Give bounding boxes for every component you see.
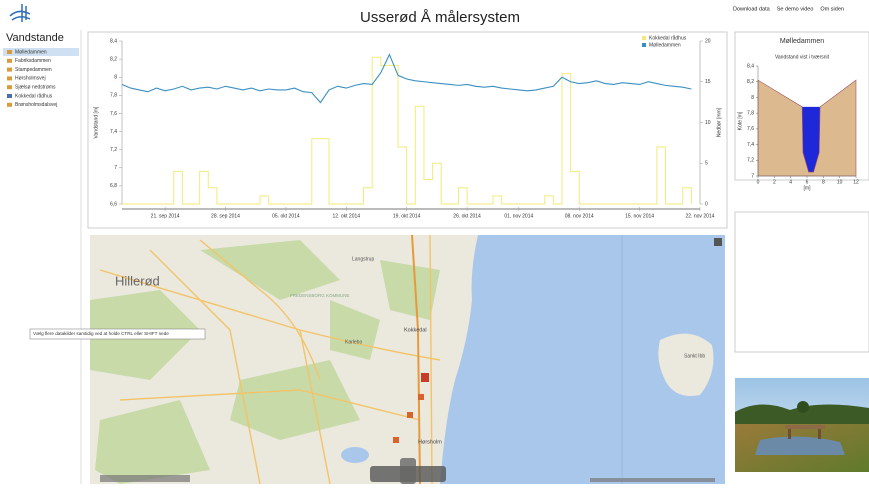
photo — [735, 378, 869, 472]
sidebar-item[interactable]: Kokkedal rådhus — [15, 92, 53, 99]
map-label: Karlebo — [345, 339, 362, 345]
y-tick-label: 7,2 — [110, 147, 117, 153]
header-link[interactable]: Se demo video — [777, 6, 814, 12]
map-label: Langstrup — [352, 256, 374, 262]
page: Usserød Å målersystem Download data Se de… — [0, 0, 869, 484]
item-icon — [7, 50, 12, 54]
screen: Usserød Å målersystem Download data Se de… — [0, 0, 869, 484]
x-tick-label: 26. okt 2014 — [453, 213, 481, 219]
app-title: Usserød Å målersystem — [360, 9, 520, 26]
y-tick-label: 7,6 — [110, 111, 117, 117]
item-icon — [7, 68, 12, 72]
y-tick-label: 8,4 — [110, 38, 117, 44]
y-tick-label: 8 — [114, 75, 117, 81]
y2-tick-label: 15 — [705, 79, 711, 85]
map-label: Hørsholm — [418, 439, 442, 445]
x-tick-label: 4 — [789, 179, 792, 185]
item-icon — [7, 94, 12, 98]
x-tick-label: 01. nov 2014 — [504, 213, 533, 219]
y-tick-label: 8 — [751, 95, 754, 101]
x-tick-label: 08. nov 2014 — [565, 213, 594, 219]
chart-panel — [88, 32, 727, 228]
sidebar-item[interactable]: Stampedammen — [15, 67, 52, 73]
sidebar-item[interactable]: Fabriksdammen — [15, 58, 51, 64]
y-tick-label: 7,8 — [110, 93, 117, 99]
item-icon — [7, 59, 12, 63]
x-tick-label: 05. okt 2014 — [272, 213, 300, 219]
x-tick-label: 15. nov 2014 — [625, 213, 654, 219]
y-tick-label: 8,2 — [110, 56, 117, 62]
item-icon — [7, 76, 12, 80]
sidebar-heading: Vandstande — [6, 32, 64, 44]
x-tick-label: 2 — [773, 179, 776, 185]
x-tick-label: 12. okt 2014 — [333, 213, 361, 219]
legend-swatch — [642, 43, 646, 47]
section-subtitle: Vandstand vist i tværsnit — [775, 54, 830, 60]
x-tick-label: 28. sep 2014 — [211, 213, 240, 219]
map[interactable] — [90, 235, 725, 484]
legend-swatch — [642, 36, 646, 40]
sidebar-item[interactable]: Mølledammen — [15, 49, 47, 55]
x-tick-label: 12 — [853, 179, 859, 185]
x-tick-label: 0 — [757, 179, 760, 185]
map-label: FREDENSBORG KOMMUNE — [290, 293, 350, 298]
x-tick-label: 8 — [822, 179, 825, 185]
y2-tick-label: 5 — [705, 161, 708, 167]
sidebar-item[interactable]: Hørsholmsvej — [15, 76, 46, 82]
tooltip: Vælg flere datakilder samtidig ved at ho… — [33, 331, 169, 336]
y-tick-label: 7,4 — [110, 129, 117, 135]
header-link[interactable]: Om siden — [820, 6, 844, 12]
header-link[interactable]: Download data — [733, 6, 771, 12]
y-tick-label: 7,2 — [747, 158, 754, 164]
legend-label: Kokkedal rådhus — [649, 34, 687, 41]
item-icon — [7, 85, 12, 89]
y-tick-label: 7,4 — [747, 142, 754, 148]
map-label: Hillerød — [115, 273, 160, 288]
x-tick-label: 10 — [837, 179, 843, 185]
legend-label: Mølledammen — [649, 42, 681, 48]
x-tick-label: 21. sep 2014 — [151, 213, 180, 219]
info-panel — [735, 212, 869, 352]
y2-axis-label: Nedbør [mm] — [716, 107, 722, 137]
map-label: Sankt Ibb — [684, 353, 705, 359]
y2-tick-label: 20 — [705, 38, 711, 44]
y-tick-label: 7,8 — [747, 110, 754, 116]
item-icon — [7, 103, 12, 107]
y2-tick-label: 10 — [705, 120, 711, 126]
y-tick-label: 7 — [751, 173, 754, 179]
y2-tick-label: 0 — [705, 201, 708, 207]
sidebar-item[interactable]: Brønsholmsdalsvej — [15, 102, 57, 108]
y-tick-label: 8,4 — [747, 63, 754, 69]
y-tick-label: 8,2 — [747, 79, 754, 85]
y-tick-label: 6,6 — [110, 201, 117, 207]
x-tick-label: 19. okt 2014 — [393, 213, 421, 219]
y-tick-label: 7,6 — [747, 126, 754, 132]
logo[interactable] — [8, 3, 32, 23]
y-axis-label: Vandstand [m] — [93, 106, 99, 138]
y-axis-label: Kote [m] — [737, 111, 743, 130]
y-tick-label: 7 — [114, 165, 117, 171]
sidebar-item[interactable]: Sjælsø nedstrøms — [15, 85, 56, 91]
y-tick-label: 6,8 — [110, 183, 117, 189]
x-tick-label: 22. nov 2014 — [686, 213, 715, 219]
map-label: Kokkedal — [404, 327, 427, 333]
section-title: Mølledammen — [780, 38, 824, 45]
x-axis-label: [m] — [804, 185, 812, 191]
